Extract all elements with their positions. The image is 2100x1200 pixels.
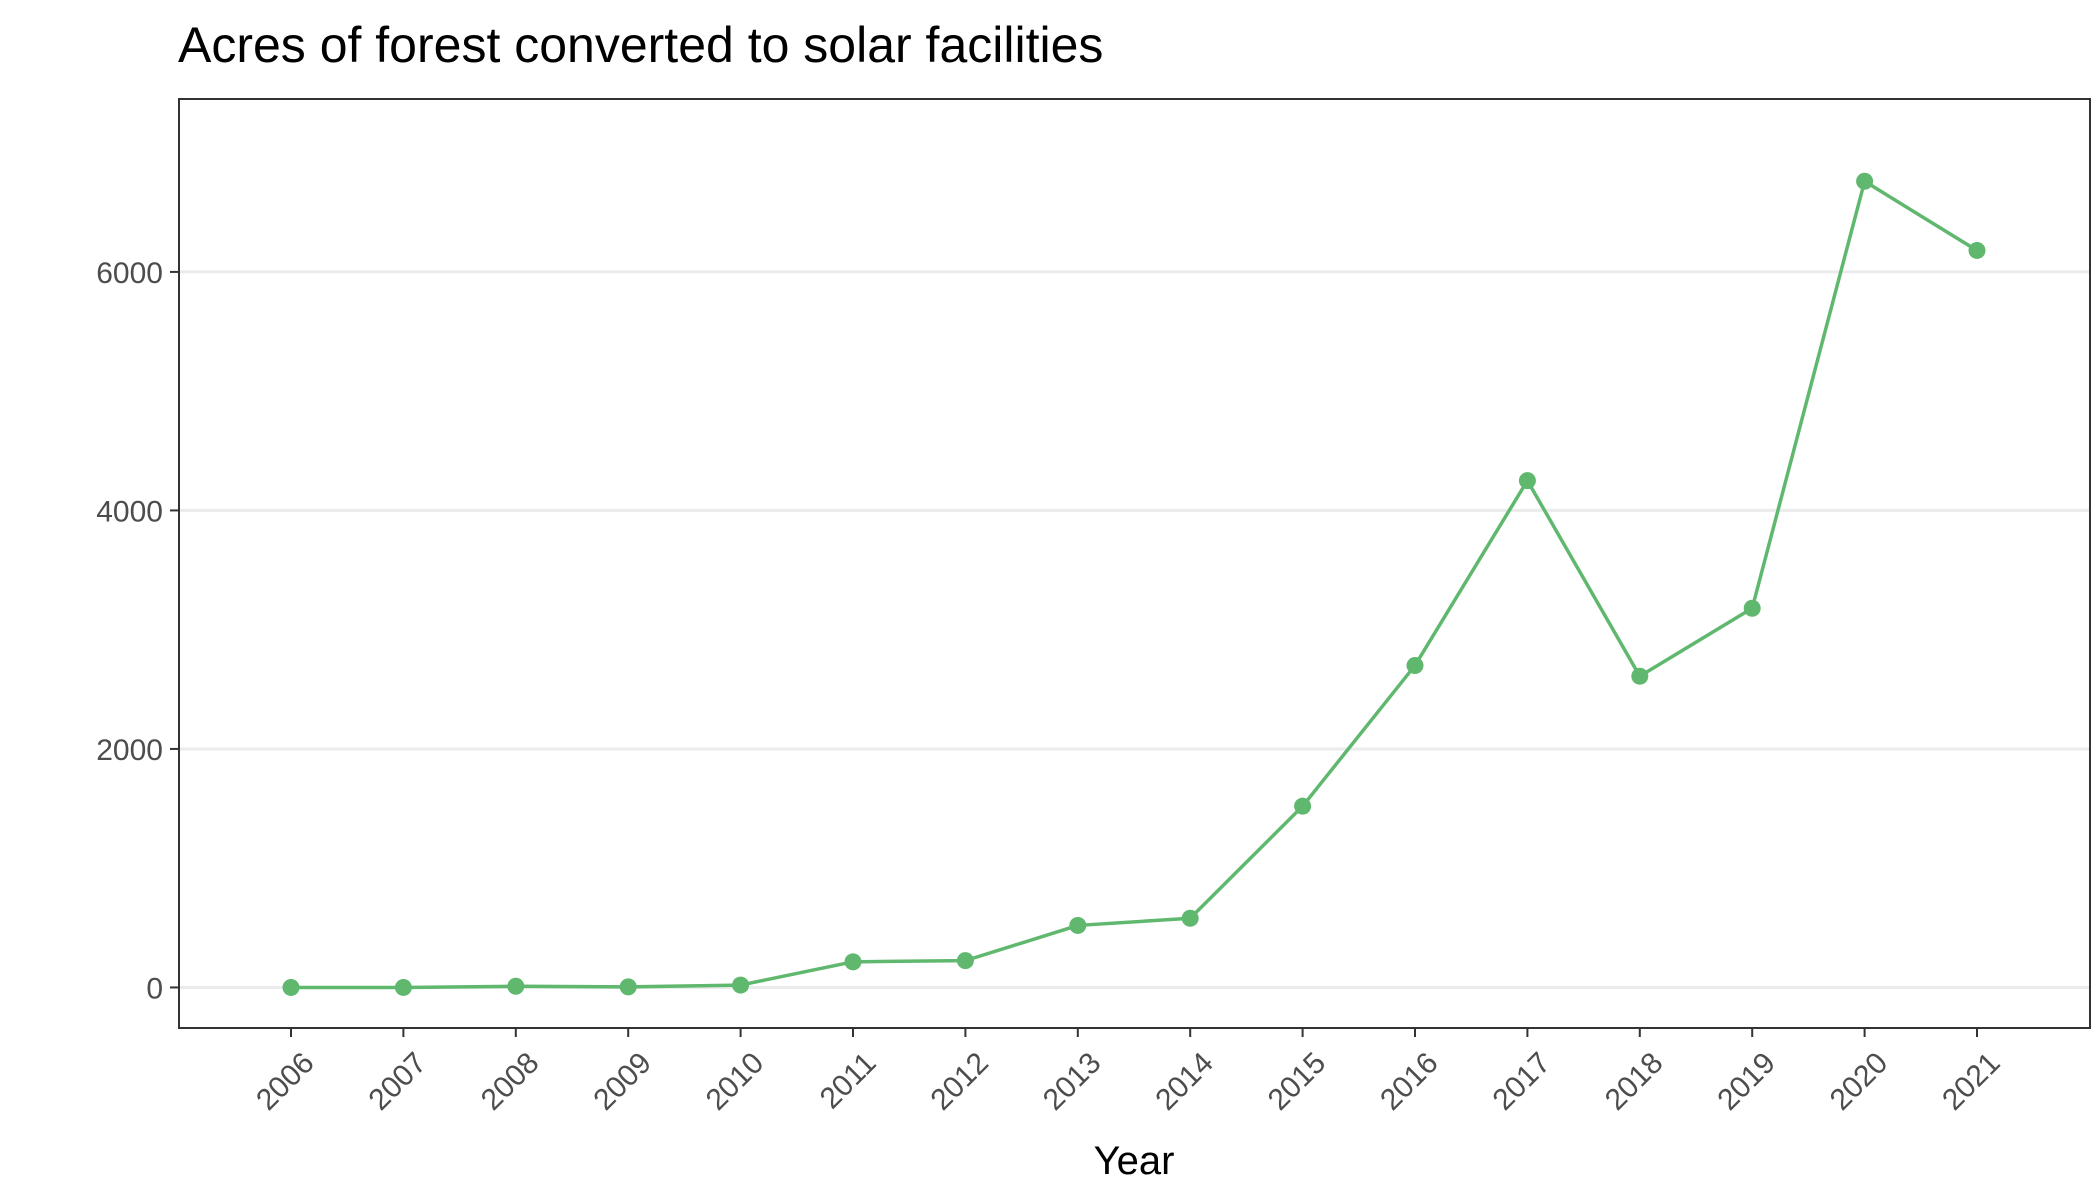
data-point (619, 978, 637, 996)
data-series (282, 172, 1986, 996)
data-point (844, 953, 862, 971)
data-point (1856, 172, 1874, 190)
x-tick-label: 2011 (814, 1046, 883, 1115)
data-point (1294, 797, 1312, 815)
data-point (1406, 656, 1424, 674)
series-line (291, 179, 1978, 990)
x-tick-label: 2015 (1262, 1046, 1333, 1117)
y-tick-label: 6000 (96, 257, 163, 290)
x-tick-label: 2012 (925, 1046, 996, 1117)
data-point (1069, 916, 1087, 934)
x-axis-title: Year (1094, 1139, 1175, 1183)
data-point (1743, 599, 1761, 617)
data-point (1181, 909, 1199, 927)
data-point (956, 952, 974, 970)
y-tick-label: 2000 (96, 734, 163, 767)
data-point (1968, 241, 1986, 259)
data-point (394, 978, 412, 996)
y-tick-label: 0 (146, 972, 163, 1005)
x-tick-label: 2008 (475, 1046, 546, 1117)
chart-title: Acres of forest converted to solar facil… (178, 17, 1103, 73)
x-tick-label: 2014 (1149, 1046, 1220, 1117)
x-tick-label: 2009 (587, 1046, 658, 1117)
x-tick-label: 2021 (1936, 1046, 2007, 1117)
x-tick-label: 2010 (700, 1046, 771, 1117)
x-tick-label: 2006 (250, 1046, 321, 1117)
y-axis: 0 2000 4000 6000 (96, 257, 179, 1005)
y-tick-label: 4000 (96, 495, 163, 528)
x-tick-label: 2013 (1037, 1046, 1108, 1117)
x-tick-label: 2007 (363, 1046, 434, 1117)
x-tick-label: 2017 (1487, 1046, 1558, 1117)
x-tick-label: 2019 (1711, 1046, 1782, 1117)
x-tick-label: 2016 (1374, 1046, 1445, 1117)
data-point (1631, 667, 1649, 685)
x-tick-label: 2020 (1824, 1046, 1895, 1117)
x-axis: 2006 2007 2008 2009 2010 2011 2012 2013 2014 2015… (250, 1028, 2007, 1117)
x-tick-label: 2018 (1599, 1046, 1670, 1117)
data-point (732, 976, 750, 994)
grid-lines (179, 270, 2090, 989)
plot-panel-border (178, 98, 2091, 1029)
data-point (507, 977, 525, 995)
data-point (1518, 472, 1536, 490)
data-point (282, 978, 300, 996)
